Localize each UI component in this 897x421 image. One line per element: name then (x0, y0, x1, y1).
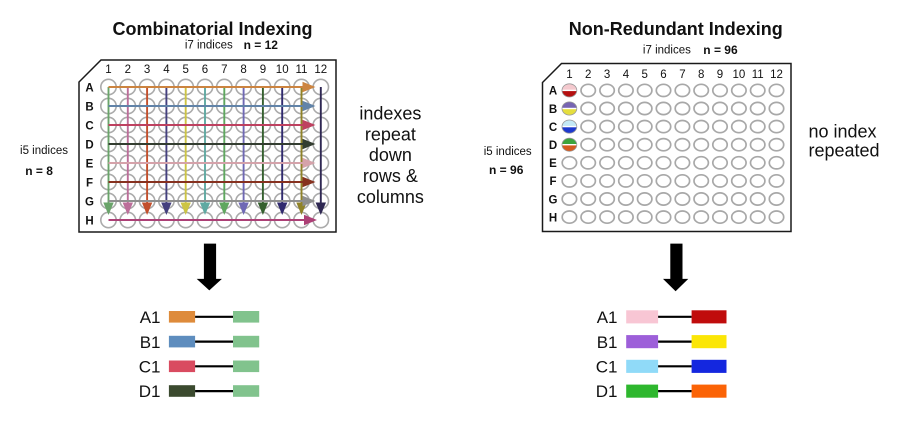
svg-text:A: A (85, 82, 93, 94)
svg-text:2: 2 (125, 64, 131, 76)
svg-text:Combinatorial Indexing: Combinatorial Indexing (112, 19, 312, 39)
svg-text:C: C (85, 120, 93, 132)
svg-text:12: 12 (770, 69, 783, 81)
svg-text:E: E (86, 158, 94, 170)
svg-text:i5 indices: i5 indices (20, 145, 68, 157)
svg-text:8: 8 (240, 64, 246, 76)
svg-text:7: 7 (221, 64, 227, 76)
svg-text:G: G (549, 194, 558, 206)
svg-text:11: 11 (752, 69, 764, 81)
svg-text:A: A (549, 86, 557, 98)
svg-text:10: 10 (733, 69, 746, 81)
svg-text:B1: B1 (597, 333, 618, 352)
svg-text:C: C (549, 122, 557, 134)
svg-text:H: H (85, 215, 93, 227)
svg-text:i7 indices: i7 indices (643, 45, 691, 57)
svg-text:8: 8 (698, 69, 704, 81)
svg-text:5: 5 (641, 69, 647, 81)
svg-text:3: 3 (604, 69, 610, 81)
svg-text:6: 6 (660, 69, 666, 81)
svg-text:F: F (549, 176, 556, 188)
svg-text:i7 indices: i7 indices (185, 40, 233, 52)
svg-text:F: F (86, 177, 93, 189)
svg-text:H: H (549, 212, 557, 224)
svg-text:6: 6 (202, 64, 208, 76)
svg-text:columns: columns (357, 187, 424, 207)
svg-text:C1: C1 (139, 358, 161, 377)
svg-text:Non-Redundant Indexing: Non-Redundant Indexing (569, 19, 783, 39)
svg-text:no index: no index (809, 122, 877, 142)
svg-text:G: G (85, 196, 94, 208)
svg-text:i5 indices: i5 indices (484, 146, 532, 158)
svg-text:D: D (85, 139, 93, 151)
svg-text:B1: B1 (140, 333, 161, 352)
svg-text:3: 3 (144, 64, 150, 76)
svg-text:rows &: rows & (363, 166, 418, 186)
svg-text:1: 1 (105, 64, 111, 76)
svg-text:repeat: repeat (365, 124, 416, 144)
svg-text:7: 7 (679, 69, 685, 81)
svg-text:D1: D1 (596, 382, 618, 401)
svg-text:1: 1 (566, 69, 572, 81)
svg-text:A1: A1 (597, 308, 618, 327)
svg-text:11: 11 (296, 64, 308, 76)
svg-text:D: D (549, 140, 557, 152)
svg-text:n = 96: n = 96 (489, 163, 524, 177)
svg-text:9: 9 (260, 64, 266, 76)
svg-text:9: 9 (717, 69, 723, 81)
svg-text:n = 12: n = 12 (244, 38, 279, 52)
svg-text:down: down (369, 145, 412, 165)
svg-text:C1: C1 (596, 358, 618, 377)
svg-text:n = 96: n = 96 (703, 43, 738, 57)
svg-text:B: B (85, 101, 93, 113)
svg-text:repeated: repeated (809, 141, 880, 161)
svg-text:4: 4 (163, 64, 170, 76)
svg-text:10: 10 (276, 64, 289, 76)
svg-text:4: 4 (623, 69, 630, 81)
svg-text:5: 5 (182, 64, 188, 76)
svg-text:E: E (549, 158, 557, 170)
svg-text:B: B (549, 104, 557, 116)
svg-text:n = 8: n = 8 (25, 164, 53, 178)
svg-text:12: 12 (314, 64, 327, 76)
svg-text:D1: D1 (139, 382, 161, 401)
svg-text:A1: A1 (140, 308, 161, 327)
svg-text:2: 2 (585, 69, 591, 81)
svg-text:indexes: indexes (359, 103, 421, 123)
